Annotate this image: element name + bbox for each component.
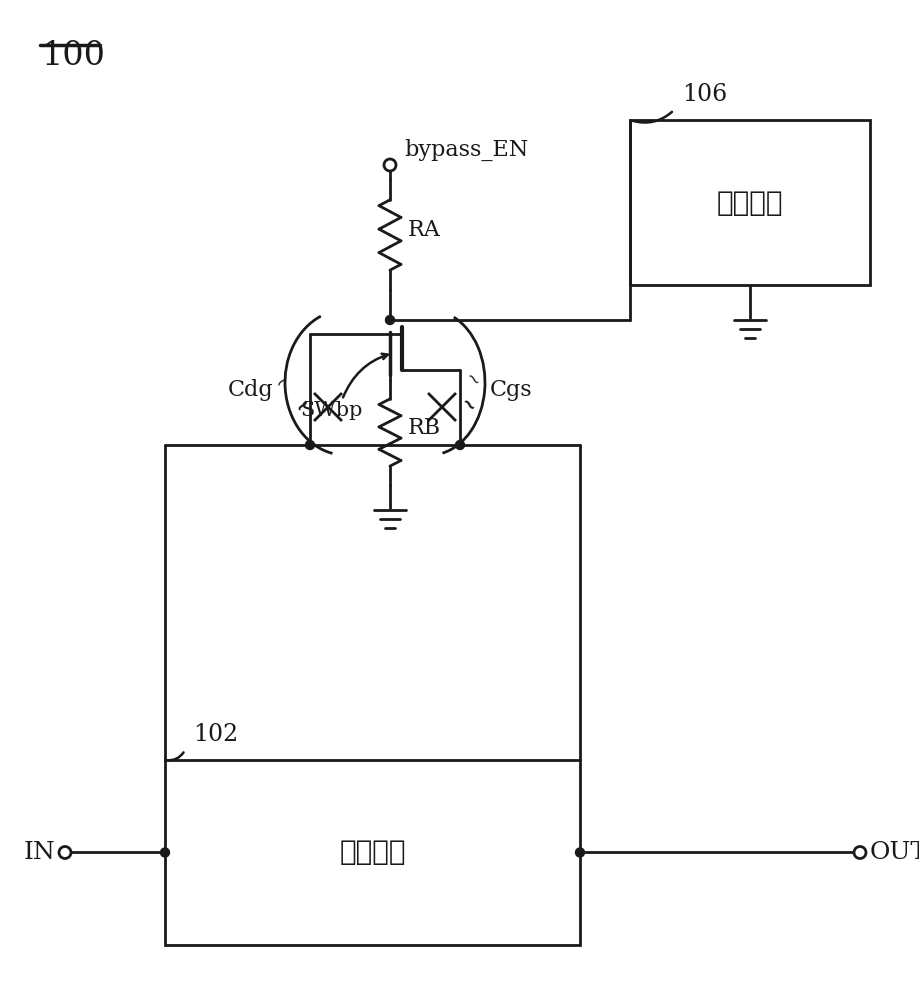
Text: OUT: OUT — [869, 841, 919, 864]
Text: RB: RB — [407, 416, 440, 438]
Circle shape — [59, 846, 71, 858]
Circle shape — [853, 846, 865, 858]
Text: ~: ~ — [291, 393, 314, 417]
Text: 102: 102 — [193, 723, 238, 746]
Circle shape — [575, 848, 584, 857]
Text: 106: 106 — [681, 83, 726, 106]
Text: ~: ~ — [455, 393, 478, 417]
Circle shape — [160, 848, 169, 857]
Text: IN: IN — [23, 841, 55, 864]
Text: Cdg: Cdg — [228, 379, 273, 401]
Text: RA: RA — [407, 219, 440, 241]
Text: 衰减电路: 衰减电路 — [339, 838, 405, 866]
Bar — [630, 120, 869, 285]
Circle shape — [383, 159, 395, 171]
Circle shape — [305, 440, 314, 450]
Text: 100: 100 — [42, 40, 106, 72]
Text: Cgs: Cgs — [490, 379, 532, 401]
Text: 分流电路: 分流电路 — [716, 189, 782, 217]
Text: SWbp: SWbp — [300, 400, 362, 420]
Bar — [165, 760, 579, 945]
Text: bypass_EN: bypass_EN — [403, 139, 528, 161]
Circle shape — [385, 316, 394, 324]
Circle shape — [455, 440, 464, 450]
Text: ~: ~ — [460, 368, 483, 392]
Text: ~: ~ — [270, 368, 293, 392]
